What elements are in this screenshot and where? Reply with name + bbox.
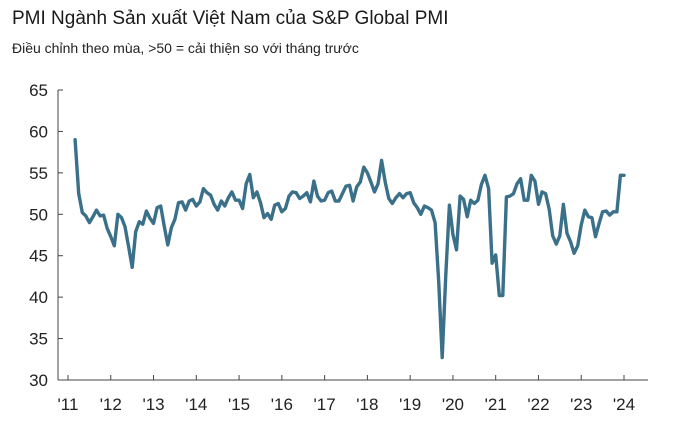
y-tick-label: 55	[29, 164, 48, 183]
x-tick-label: '19	[399, 395, 421, 414]
x-tick-label: '12	[100, 395, 122, 414]
x-tick-label: '24	[613, 395, 635, 414]
series-group	[73, 137, 626, 360]
x-tick-label: '13	[142, 395, 164, 414]
y-tick-label: 30	[29, 371, 48, 390]
x-tick-label: '21	[485, 395, 507, 414]
y-axis: 30 35 40 45 50 55 60 65	[29, 81, 63, 390]
x-tick-label: '15	[228, 395, 250, 414]
y-tick-label: 40	[29, 288, 48, 307]
x-tick-label: '22	[527, 395, 549, 414]
y-tick-label: 65	[29, 81, 48, 100]
x-tick-label: '11	[58, 395, 79, 414]
x-tick-label: '16	[271, 395, 293, 414]
pmi-series-line	[73, 137, 626, 360]
x-tick-label: '23	[570, 395, 592, 414]
x-tick-label: '20	[442, 395, 464, 414]
chart-title: PMI Ngành Sản xuất Việt Nam của S&P Glob…	[12, 8, 449, 29]
y-tick-label: 35	[29, 330, 48, 349]
x-axis: '11 '12 '13 '14 '15 '16 '17 '18 '19 '20 '21 '22 '23 '…	[58, 375, 648, 414]
y-tick-label: 60	[29, 122, 48, 141]
x-tick-label: '14	[185, 395, 207, 414]
chart-subtitle: Điều chỉnh theo mùa, >50 = cải thiện so …	[12, 40, 359, 56]
x-tick-label: '17	[314, 395, 336, 414]
x-tick-label: '18	[356, 395, 378, 414]
y-tick-label: 50	[29, 205, 48, 224]
y-tick-label: 45	[29, 247, 48, 266]
